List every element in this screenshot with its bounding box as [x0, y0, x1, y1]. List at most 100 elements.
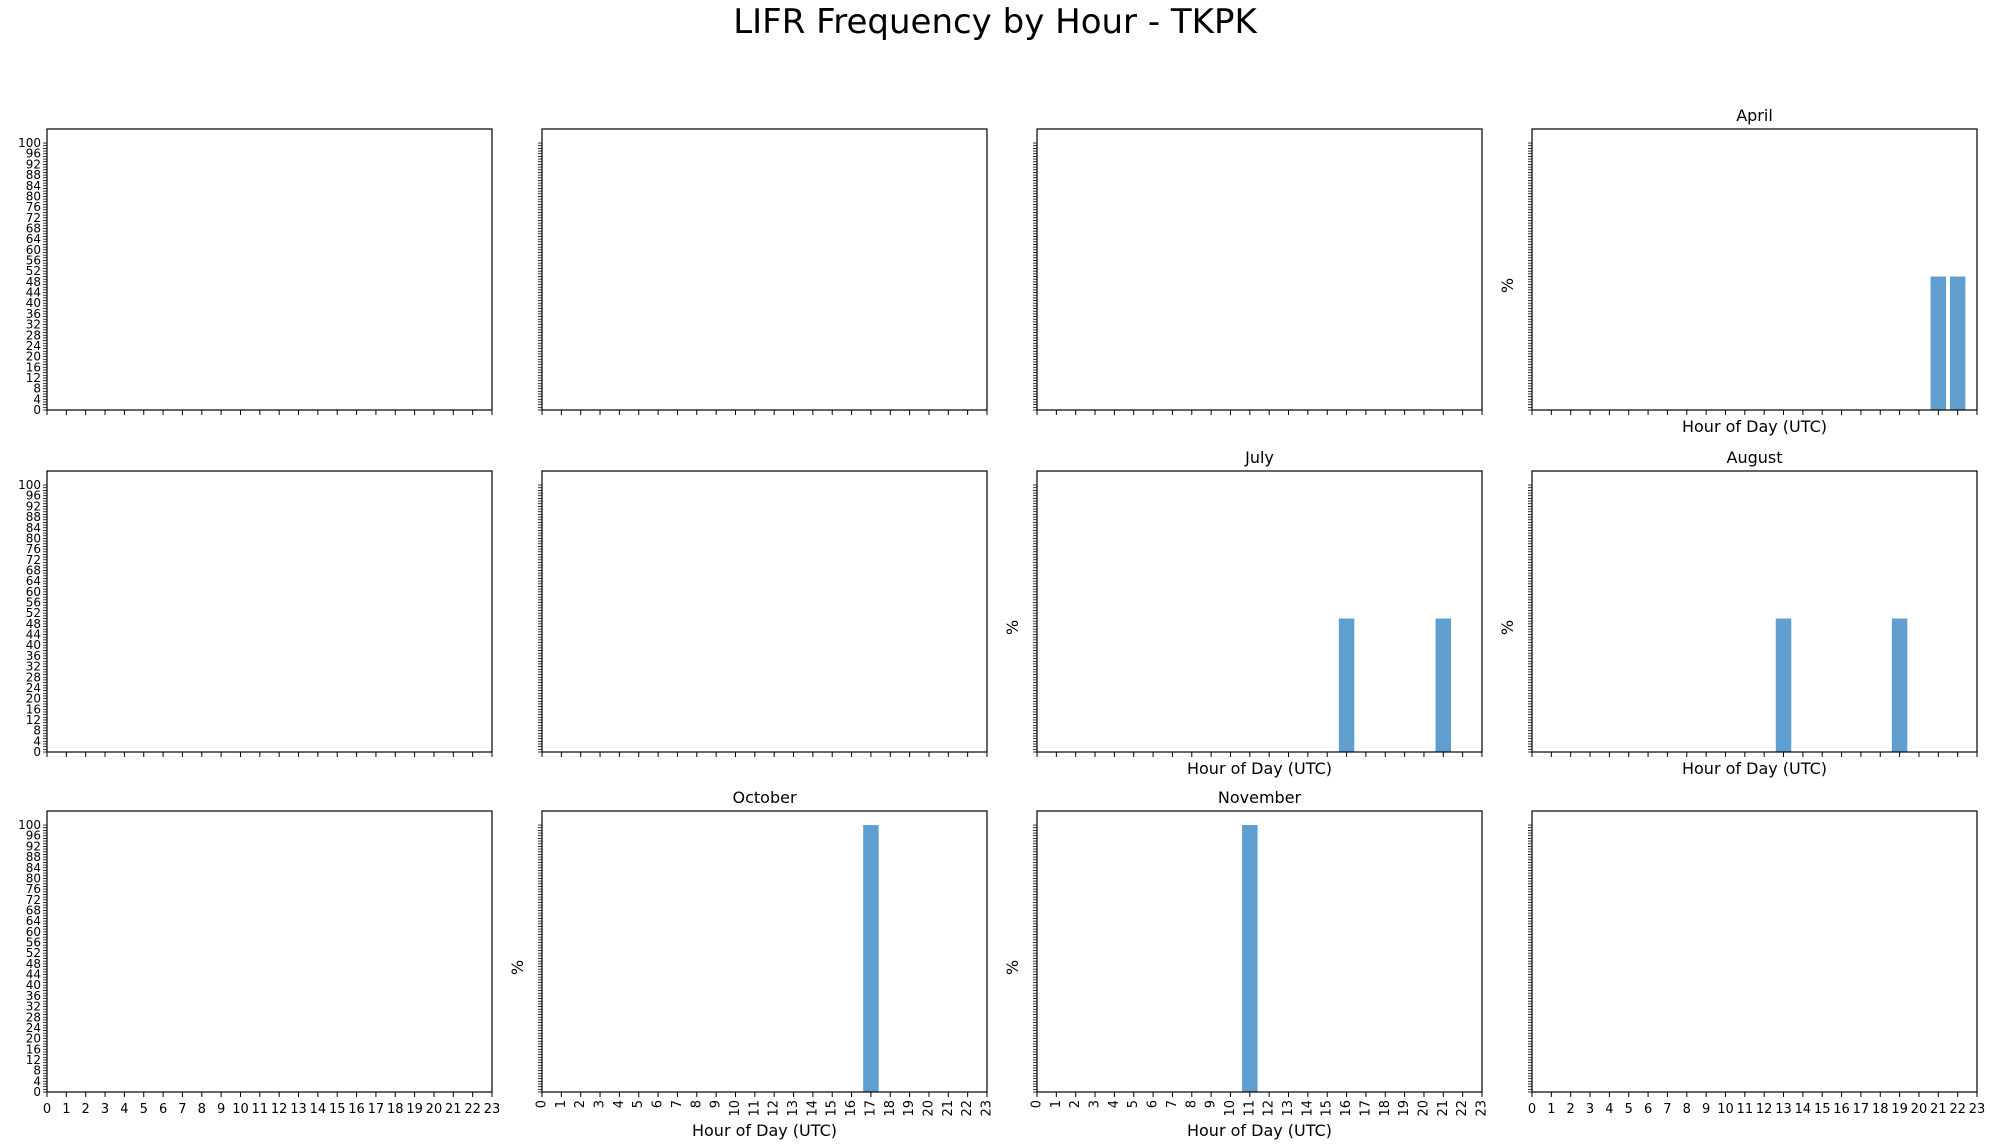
- x-tick-label: 0: [535, 1100, 550, 1108]
- plot-frame: [1036, 810, 1483, 1093]
- plot-frame: [46, 128, 493, 411]
- panel-title: November: [1218, 788, 1302, 807]
- y-tick-label: 100: [18, 136, 41, 150]
- x-tick-label: 4: [120, 1102, 128, 1117]
- panel-title: April: [1736, 106, 1773, 125]
- x-tick-label: 23: [484, 1102, 501, 1117]
- plot-frame: [1036, 128, 1483, 411]
- y-tick-label: 100: [18, 818, 41, 832]
- y-tick-label: 88: [26, 168, 41, 182]
- y-tick-label: 80: [26, 871, 41, 885]
- plot-frame: [46, 810, 493, 1093]
- x-axis-label: Hour of Day (UTC): [1187, 1121, 1332, 1140]
- x-tick-label: 12: [1262, 1100, 1277, 1117]
- y-tick-label: 76: [26, 200, 41, 214]
- y-tick-label: 100: [18, 478, 41, 492]
- x-tick-label: 6: [1146, 1100, 1161, 1108]
- x-tick-label: 16: [1833, 1102, 1850, 1117]
- y-tick-label: 56: [26, 596, 41, 610]
- x-tick-label: 18: [1378, 1100, 1393, 1117]
- y-tick-label: 44: [26, 286, 41, 300]
- plot-frame: [1531, 128, 1978, 411]
- x-tick-label: 17: [1358, 1100, 1373, 1117]
- x-tick-label: 7: [178, 1102, 186, 1117]
- y-tick-label: 36: [26, 649, 41, 663]
- y-tick-label: 68: [26, 563, 41, 577]
- x-tick-label: 19: [406, 1102, 423, 1117]
- x-tick-label: 9: [1702, 1102, 1710, 1117]
- x-axis-label: Hour of Day (UTC): [1682, 759, 1827, 778]
- y-tick-label: 92: [26, 839, 41, 853]
- x-tick-label: 22: [1455, 1100, 1470, 1117]
- x-tick-label: 11: [747, 1100, 762, 1117]
- y-tick-label: 16: [26, 1042, 41, 1056]
- y-tick-label: 28: [26, 1010, 41, 1024]
- y-tick-label: 64: [26, 914, 41, 928]
- y-tick-label: 28: [26, 670, 41, 684]
- x-tick-label: 5: [140, 1102, 148, 1117]
- x-tick-label: 17: [1853, 1102, 1870, 1117]
- x-tick-label: 2: [1068, 1100, 1083, 1108]
- y-tick-label: 84: [26, 861, 41, 875]
- x-axis-label: Hour of Day (UTC): [1187, 759, 1332, 778]
- y-tick-label: 0: [33, 1085, 41, 1099]
- y-tick-label: 88: [26, 850, 41, 864]
- y-tick-label: 12: [26, 371, 41, 385]
- y-tick-label: 68: [26, 903, 41, 917]
- x-tick-label: 14: [310, 1102, 327, 1117]
- y-tick-label: 0: [33, 745, 41, 759]
- panel-title: August: [1727, 448, 1783, 467]
- y-axis-label: %: [1498, 620, 1517, 635]
- x-tick-label: 10: [1223, 1100, 1238, 1117]
- y-tick-label: 36: [26, 307, 41, 321]
- x-tick-label: 16: [844, 1100, 859, 1117]
- x-tick-label: 21: [1436, 1100, 1451, 1117]
- x-tick-label: 6: [1644, 1102, 1652, 1117]
- y-tick-label: 24: [26, 1021, 41, 1035]
- y-tick-label: 84: [26, 179, 41, 193]
- y-tick-label: 28: [26, 328, 41, 342]
- bar-november-11: [1242, 825, 1258, 1092]
- y-tick-label: 12: [26, 713, 41, 727]
- y-tick-label: 4: [33, 392, 41, 406]
- x-tick-label: 22: [960, 1100, 975, 1117]
- x-tick-label: 23: [1969, 1102, 1986, 1117]
- x-tick-label: 3: [593, 1100, 608, 1108]
- x-tick-label: 19: [1891, 1102, 1908, 1117]
- y-tick-label: 60: [26, 585, 41, 599]
- x-tick-label: 3: [101, 1102, 109, 1117]
- y-tick-label: 40: [26, 638, 41, 652]
- bar-april-22: [1949, 276, 1966, 410]
- y-tick-label: 32: [26, 318, 41, 332]
- x-tick-label: 9: [217, 1102, 225, 1117]
- y-axis-label: %: [1003, 620, 1022, 635]
- x-tick-label: 10: [232, 1102, 249, 1117]
- y-tick-label: 8: [33, 1064, 41, 1078]
- x-tick-label: 6: [159, 1102, 167, 1117]
- x-tick-label: 10: [728, 1100, 743, 1117]
- x-tick-label: 13: [290, 1102, 307, 1117]
- x-tick-label: 5: [631, 1100, 646, 1108]
- x-tick-label: 2: [82, 1102, 90, 1117]
- x-tick-label: 1: [554, 1100, 569, 1108]
- y-tick-label: 64: [26, 574, 41, 588]
- y-tick-label: 56: [26, 936, 41, 950]
- bar-july-21: [1435, 618, 1452, 752]
- x-tick-label: 20: [1416, 1100, 1431, 1117]
- plot-frame: [1036, 470, 1483, 753]
- x-tick-label: 18: [387, 1102, 404, 1117]
- y-tick-label: 72: [26, 893, 41, 907]
- y-tick-label: 20: [26, 692, 41, 706]
- x-tick-label: 8: [198, 1102, 206, 1117]
- x-tick-label: 4: [612, 1100, 627, 1108]
- x-tick-label: 20: [426, 1102, 443, 1117]
- x-tick-label: 20: [1911, 1102, 1928, 1117]
- y-tick-label: 0: [33, 403, 41, 417]
- y-tick-label: 32: [26, 1000, 41, 1014]
- x-tick-label: 7: [1663, 1102, 1671, 1117]
- y-tick-label: 52: [26, 606, 41, 620]
- x-tick-label: 0: [43, 1102, 51, 1117]
- figure-title: LIFR Frequency by Hour - TKPK: [733, 2, 1257, 42]
- y-axis-label: %: [1498, 278, 1517, 293]
- x-tick-label: 22: [1949, 1102, 1966, 1117]
